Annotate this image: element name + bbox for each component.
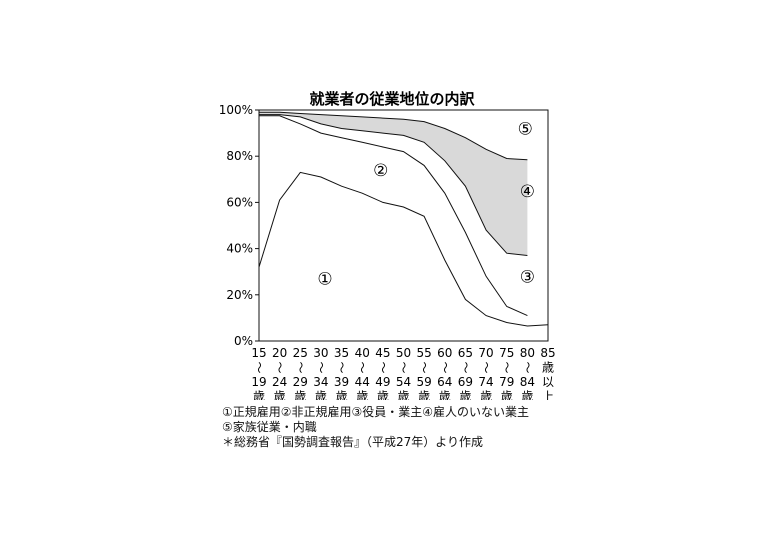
x-tick-label: 59: [417, 375, 432, 389]
x-tick-label: 60: [437, 346, 452, 360]
x-tick-label: 歳: [294, 390, 306, 401]
x-tick-label: 〜: [397, 361, 411, 373]
series-boundary-line-2: [259, 115, 528, 317]
plot-frame: [258, 109, 549, 342]
x-tick-label: 歳: [521, 390, 533, 401]
y-tick-label: 0%: [234, 334, 253, 348]
x-tick-label: 〜: [520, 361, 534, 373]
x-tick-label: 54: [396, 375, 411, 389]
series-label-4: ④: [520, 182, 535, 202]
x-tick-label: 80: [520, 346, 535, 360]
plot-lines: [258, 111, 549, 327]
x-tick-label: 45: [375, 346, 390, 360]
x-tick-label: 39: [334, 375, 349, 389]
x-tick-label: 44: [355, 375, 370, 389]
x-tick-label: 19: [251, 375, 266, 389]
x-tick-label: 85: [540, 346, 555, 360]
y-tick-label: 100%: [219, 103, 253, 117]
x-tick-label: 34: [313, 375, 328, 389]
x-axis: 15〜19歳20〜24歳25〜29歳30〜34歳35〜39歳40〜44歳45〜4…: [251, 346, 555, 400]
x-tick-label: 上: [542, 390, 554, 401]
notes: ①正規雇用②非正規雇用③役員・業主④雇人のいない業主 ⑤家族従業・内職 ＊総務省…: [222, 405, 562, 450]
x-tick-label: 〜: [417, 361, 431, 373]
plot-areas: [259, 112, 528, 256]
x-tick-label: 歳: [439, 390, 451, 401]
x-tick-label: 〜: [252, 361, 266, 373]
x-tick-label: 〜: [335, 361, 349, 373]
x-tick-label: 歳: [480, 390, 492, 401]
x-tick-label: 69: [458, 375, 473, 389]
x-tick-label: 40: [355, 346, 370, 360]
series-boundary-line-3: [259, 114, 528, 256]
y-tick-label: 40%: [226, 242, 253, 256]
x-tick-label: 70: [478, 346, 493, 360]
series-label-5: ⑤: [518, 119, 533, 139]
legend-line-2: ⑤家族従業・内職: [222, 420, 317, 434]
x-tick-label: 〜: [479, 361, 493, 373]
y-tick-label: 80%: [226, 149, 253, 163]
x-tick-label: 50: [396, 346, 411, 360]
source-note: ＊総務省『国勢調査報告』（平成27年）より作成: [222, 435, 484, 449]
x-tick-label: 〜: [500, 361, 514, 373]
x-tick-label: 20: [272, 346, 287, 360]
y-tick-label: 60%: [226, 195, 253, 209]
x-tick-label: 歳: [356, 390, 368, 401]
x-tick-label: 24: [272, 375, 287, 389]
series-labels: ① ② ③ ④ ⑤: [317, 119, 535, 289]
x-tick-label: 〜: [355, 361, 369, 373]
x-tick-label: 75: [499, 346, 514, 360]
x-tick-label: 30: [313, 346, 328, 360]
series-label-1: ①: [317, 270, 332, 290]
x-tick-label: 歳: [542, 361, 554, 375]
x-tick-label: 〜: [273, 361, 287, 373]
x-tick-label: 〜: [376, 361, 390, 373]
x-tick-label: 歳: [336, 390, 348, 401]
series-label-3: ③: [520, 267, 535, 287]
x-tick-label: 〜: [314, 361, 328, 373]
x-tick-label: 79: [499, 375, 514, 389]
legend-line-1: ①正規雇用②非正規雇用③役員・業主④雇人のいない業主: [222, 405, 530, 419]
x-tick-label: 49: [375, 375, 390, 389]
series-boundary-line-1: [258, 171, 549, 327]
x-tick-label: 歳: [397, 390, 409, 401]
x-tick-label: 歳: [253, 390, 265, 401]
x-tick-label: 〜: [438, 361, 452, 373]
x-tick-label: 歳: [459, 390, 471, 401]
x-tick-label: 歳: [418, 390, 430, 401]
x-tick-label: 25: [293, 346, 308, 360]
series-label-2: ②: [373, 161, 388, 181]
x-tick-label: 64: [437, 375, 452, 389]
x-tick-label: 29: [293, 375, 308, 389]
x-tick-label: 15: [251, 346, 266, 360]
x-tick-label: 35: [334, 346, 349, 360]
x-tick-label: 〜: [458, 361, 472, 373]
x-tick-label: 65: [458, 346, 473, 360]
x-tick-label: 歳: [274, 390, 286, 401]
x-tick-label: 歳: [377, 390, 389, 401]
area-series-4: [259, 112, 528, 256]
x-tick-label: 歳: [501, 390, 513, 401]
y-axis: 0% 20% 40% 60% 80% 100%: [219, 103, 259, 348]
y-tick-label: 20%: [226, 288, 253, 302]
chart-title: 就業者の従業地位の内訳: [309, 90, 475, 108]
x-tick-label: 74: [478, 375, 493, 389]
series-boundary-line-4: [259, 111, 528, 161]
x-tick-label: 以: [542, 375, 554, 389]
x-tick-label: 55: [417, 346, 432, 360]
x-tick-label: 〜: [293, 361, 307, 373]
x-tick-label: 84: [520, 375, 535, 389]
x-tick-label: 歳: [315, 390, 327, 401]
